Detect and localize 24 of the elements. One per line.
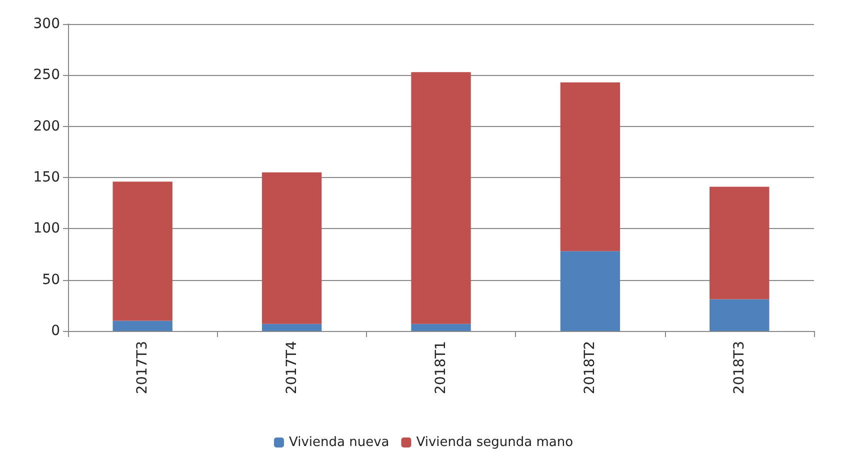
- bar: [262, 172, 322, 324]
- x-tick-label: 2017T4: [284, 340, 300, 394]
- legend-label: Vivienda segunda mano: [416, 435, 574, 450]
- bar: [710, 299, 770, 331]
- y-tick-label: 200: [33, 118, 60, 134]
- y-tick-label: 300: [33, 16, 60, 32]
- y-tick-label: 250: [33, 67, 60, 84]
- bar: [112, 320, 172, 331]
- bar: [411, 324, 471, 331]
- y-tick-label: 150: [33, 170, 60, 186]
- x-tick-label: 2018T1: [433, 341, 449, 394]
- bar: [560, 251, 620, 331]
- y-tick-label: 100: [33, 220, 60, 237]
- y-tick-label: 0: [51, 323, 60, 339]
- bar: [710, 186, 770, 300]
- bar: [112, 182, 172, 321]
- bar: [411, 72, 471, 324]
- bar: [560, 82, 620, 252]
- bar: [262, 324, 322, 331]
- legend-label: Vivienda nueva: [288, 435, 390, 450]
- y-tick-label: 50: [42, 272, 60, 288]
- x-tick-label: 2018T2: [582, 341, 598, 394]
- x-tick-label: 2017T3: [134, 341, 151, 394]
- x-tick-label: 2018T3: [731, 341, 748, 394]
